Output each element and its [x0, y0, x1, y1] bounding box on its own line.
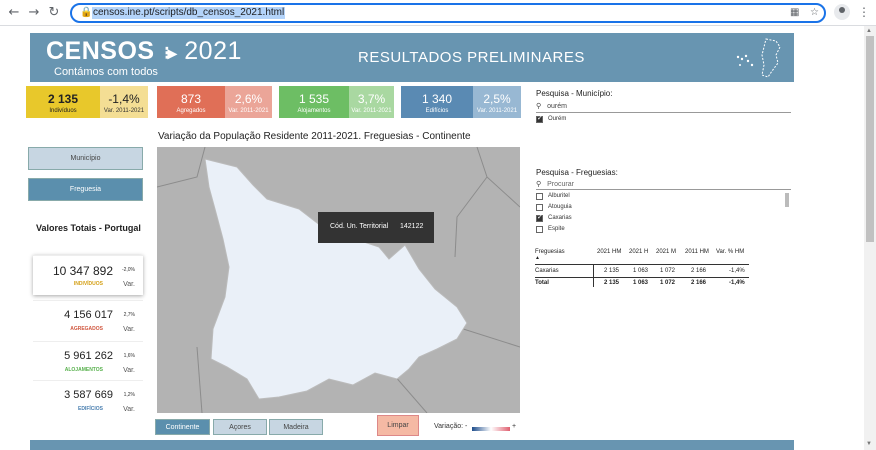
- star-icon[interactable]: ☆: [810, 7, 819, 18]
- url-text[interactable]: censos.ine.pt/scripts/db_censos_2021.htm…: [92, 7, 286, 19]
- variacao-legend-label: Variação: -: [434, 423, 468, 430]
- dashboard-header: CENSOS ⁝▸ 2021 Contámos com todos RESULT…: [30, 33, 794, 82]
- search-underline: [536, 189, 791, 190]
- address-bar[interactable]: 🔒 censos.ine.pt/scripts/db_censos_2021.h…: [70, 3, 826, 23]
- forward-icon[interactable]: →: [28, 5, 40, 20]
- totals-title: Valores Totais - Portugal: [36, 223, 141, 233]
- lock-icon: 🔒: [80, 7, 93, 18]
- th-2021-hm[interactable]: 2021 HM: [597, 249, 622, 255]
- freguesia-search-input[interactable]: ⚲ Procurar: [536, 180, 574, 188]
- th-2011-hm[interactable]: 2011 HM: [685, 249, 709, 255]
- search-underline: [536, 112, 791, 113]
- stat-edificios: 3 587 669 1,2% EDIFÍCIOS Var.: [33, 380, 143, 418]
- qr-code-icon[interactable]: ▦: [790, 7, 800, 18]
- checkbox-espite-label[interactable]: Espite: [548, 226, 565, 232]
- table-header-rule: [535, 264, 749, 265]
- menu-icon[interactable]: ⋮: [858, 5, 870, 19]
- municipio-search-input[interactable]: ⚲ ourém: [536, 102, 567, 110]
- checkbox-caxarias[interactable]: [536, 213, 543, 222]
- checkbox-atouguia[interactable]: [536, 204, 543, 211]
- checkbox-caxarias-label[interactable]: Caxarias: [548, 215, 572, 221]
- table-total-rule: [535, 277, 749, 278]
- profile-icon[interactable]: [834, 4, 850, 20]
- limpar-button[interactable]: Limpar: [377, 415, 419, 436]
- th-var-hm[interactable]: Var. % HM: [716, 249, 745, 255]
- stat-agregados: 4 156 017 2,7% AGREGADOS Var.: [33, 300, 143, 338]
- checkbox-atouguia-label[interactable]: Atouguia: [548, 204, 572, 210]
- freguesia-search-title: Pesquisa - Freguesias:: [536, 168, 618, 177]
- acores-button[interactable]: Açores: [213, 419, 267, 435]
- map-svg: [157, 147, 520, 413]
- logo-arrow-icon: ⁝▸: [164, 43, 177, 63]
- censos-logo: CENSOS ⁝▸ 2021: [46, 37, 242, 65]
- table-total-cell: 2 166: [691, 280, 707, 286]
- back-icon[interactable]: ←: [8, 5, 20, 20]
- map-tooltip: Cód. Un. Territorial 142122: [318, 212, 434, 243]
- list-scrollbar[interactable]: [785, 193, 789, 207]
- freguesia-table: Freguesias 2021 HM 2021 H 2021 M 2011 HM…: [527, 242, 794, 302]
- page-scroll-thumb[interactable]: [866, 36, 874, 242]
- caxarias-freguesia: [204, 158, 468, 400]
- municipio-button[interactable]: Município: [28, 147, 143, 170]
- search-icon: ⚲: [536, 102, 542, 110]
- table-cell: 2 166: [691, 268, 707, 274]
- scroll-up-icon[interactable]: ▲: [866, 28, 872, 34]
- page-title: RESULTADOS PRELIMINARES: [358, 49, 585, 66]
- table-total-cell: 2 135: [604, 280, 620, 286]
- checkbox-alburitel[interactable]: [536, 193, 543, 200]
- th-2021-m[interactable]: 2021 M: [656, 249, 677, 255]
- checkbox-ourem-label[interactable]: Ourém: [548, 116, 567, 122]
- th-2021-h[interactable]: 2021 H: [629, 249, 649, 255]
- table-cell: 1 063: [633, 268, 649, 274]
- footer-band: [30, 440, 794, 450]
- table-cell: Caxarias: [535, 268, 559, 274]
- th-freguesias[interactable]: Freguesias: [535, 249, 565, 255]
- scroll-down-icon[interactable]: ▼: [866, 441, 872, 447]
- browser-toolbar: ← → ↻ 🔒 censos.ine.pt/scripts/db_censos_…: [0, 0, 876, 26]
- stat-individuos: 10 347 892 -2,0% INDIVÍDUOS Var.: [33, 255, 143, 295]
- table-cell: -1,4%: [729, 268, 745, 274]
- sort-icon[interactable]: ▲: [535, 255, 540, 261]
- reload-icon[interactable]: ↻: [48, 5, 60, 20]
- table-column-rule: [593, 265, 594, 287]
- variacao-plus: +: [512, 423, 517, 430]
- search-icon: ⚲: [536, 180, 542, 188]
- variacao-gradient: [472, 427, 510, 431]
- municipio-search-panel: Pesquisa - Município: ⚲ ourém Ourém: [527, 82, 794, 160]
- table-total-cell: Total: [535, 280, 549, 286]
- table-total-cell: -1,4%: [729, 280, 745, 286]
- tagline: Contámos com todos: [54, 66, 158, 78]
- portugal-map-icon: [736, 38, 781, 78]
- map-title: Variação da População Residente 2011-202…: [158, 131, 471, 142]
- checkbox-alburitel-label[interactable]: Alburitel: [548, 193, 570, 199]
- stat-alojamentos: 5 961 262 1,6% ALOJAMENTOS Var.: [33, 341, 143, 379]
- municipio-search-title: Pesquisa - Município:: [536, 89, 613, 98]
- table-total-cell: 1 063: [633, 280, 649, 286]
- table-total-cell: 1 072: [660, 280, 676, 286]
- checkbox-espite[interactable]: [536, 226, 543, 233]
- table-cell: 2 135: [604, 268, 620, 274]
- freguesia-button[interactable]: Freguesia: [28, 178, 143, 201]
- freguesia-search-panel: Pesquisa - Freguesias: ⚲ Procurar Alburi…: [527, 162, 794, 238]
- checkbox-ourem[interactable]: [536, 114, 543, 123]
- table-cell: 1 072: [660, 268, 676, 274]
- madeira-button[interactable]: Madeira: [269, 419, 323, 435]
- freguesia-map[interactable]: [157, 147, 520, 413]
- continente-button[interactable]: Continente: [155, 419, 210, 435]
- dashboard-page: CENSOS ⁝▸ 2021 Contámos com todos RESULT…: [0, 26, 864, 450]
